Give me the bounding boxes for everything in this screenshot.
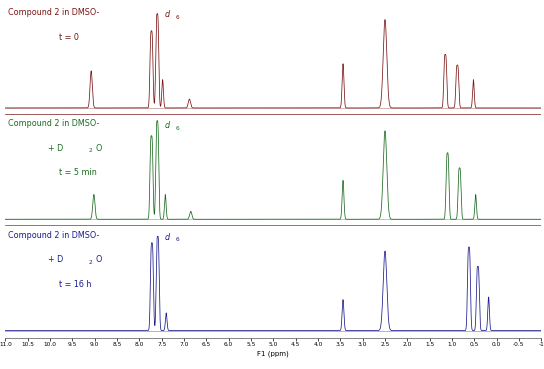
Text: 6: 6 (176, 126, 180, 131)
Text: + D: + D (48, 255, 64, 264)
Text: t = 5 min: t = 5 min (59, 168, 97, 177)
Text: + D: + D (48, 144, 64, 153)
X-axis label: F1 (ppm): F1 (ppm) (257, 350, 289, 357)
Text: 2: 2 (89, 148, 92, 154)
Text: t = 0: t = 0 (59, 32, 79, 42)
Text: O: O (95, 144, 102, 153)
Text: Compound 2 in DMSO-: Compound 2 in DMSO- (8, 8, 100, 17)
Text: $\mathit{d}$: $\mathit{d}$ (164, 120, 171, 131)
Text: t = 16 h: t = 16 h (59, 280, 91, 289)
Text: O: O (95, 255, 102, 264)
Text: $\mathit{d}$: $\mathit{d}$ (164, 8, 171, 19)
Text: $\mathit{d}$: $\mathit{d}$ (164, 231, 171, 242)
Text: 6: 6 (176, 238, 180, 242)
Text: Compound 2 in DMSO-: Compound 2 in DMSO- (8, 231, 100, 240)
Text: Compound 2 in DMSO-: Compound 2 in DMSO- (8, 120, 100, 128)
Text: 6: 6 (176, 15, 180, 20)
Text: 2: 2 (89, 260, 92, 265)
